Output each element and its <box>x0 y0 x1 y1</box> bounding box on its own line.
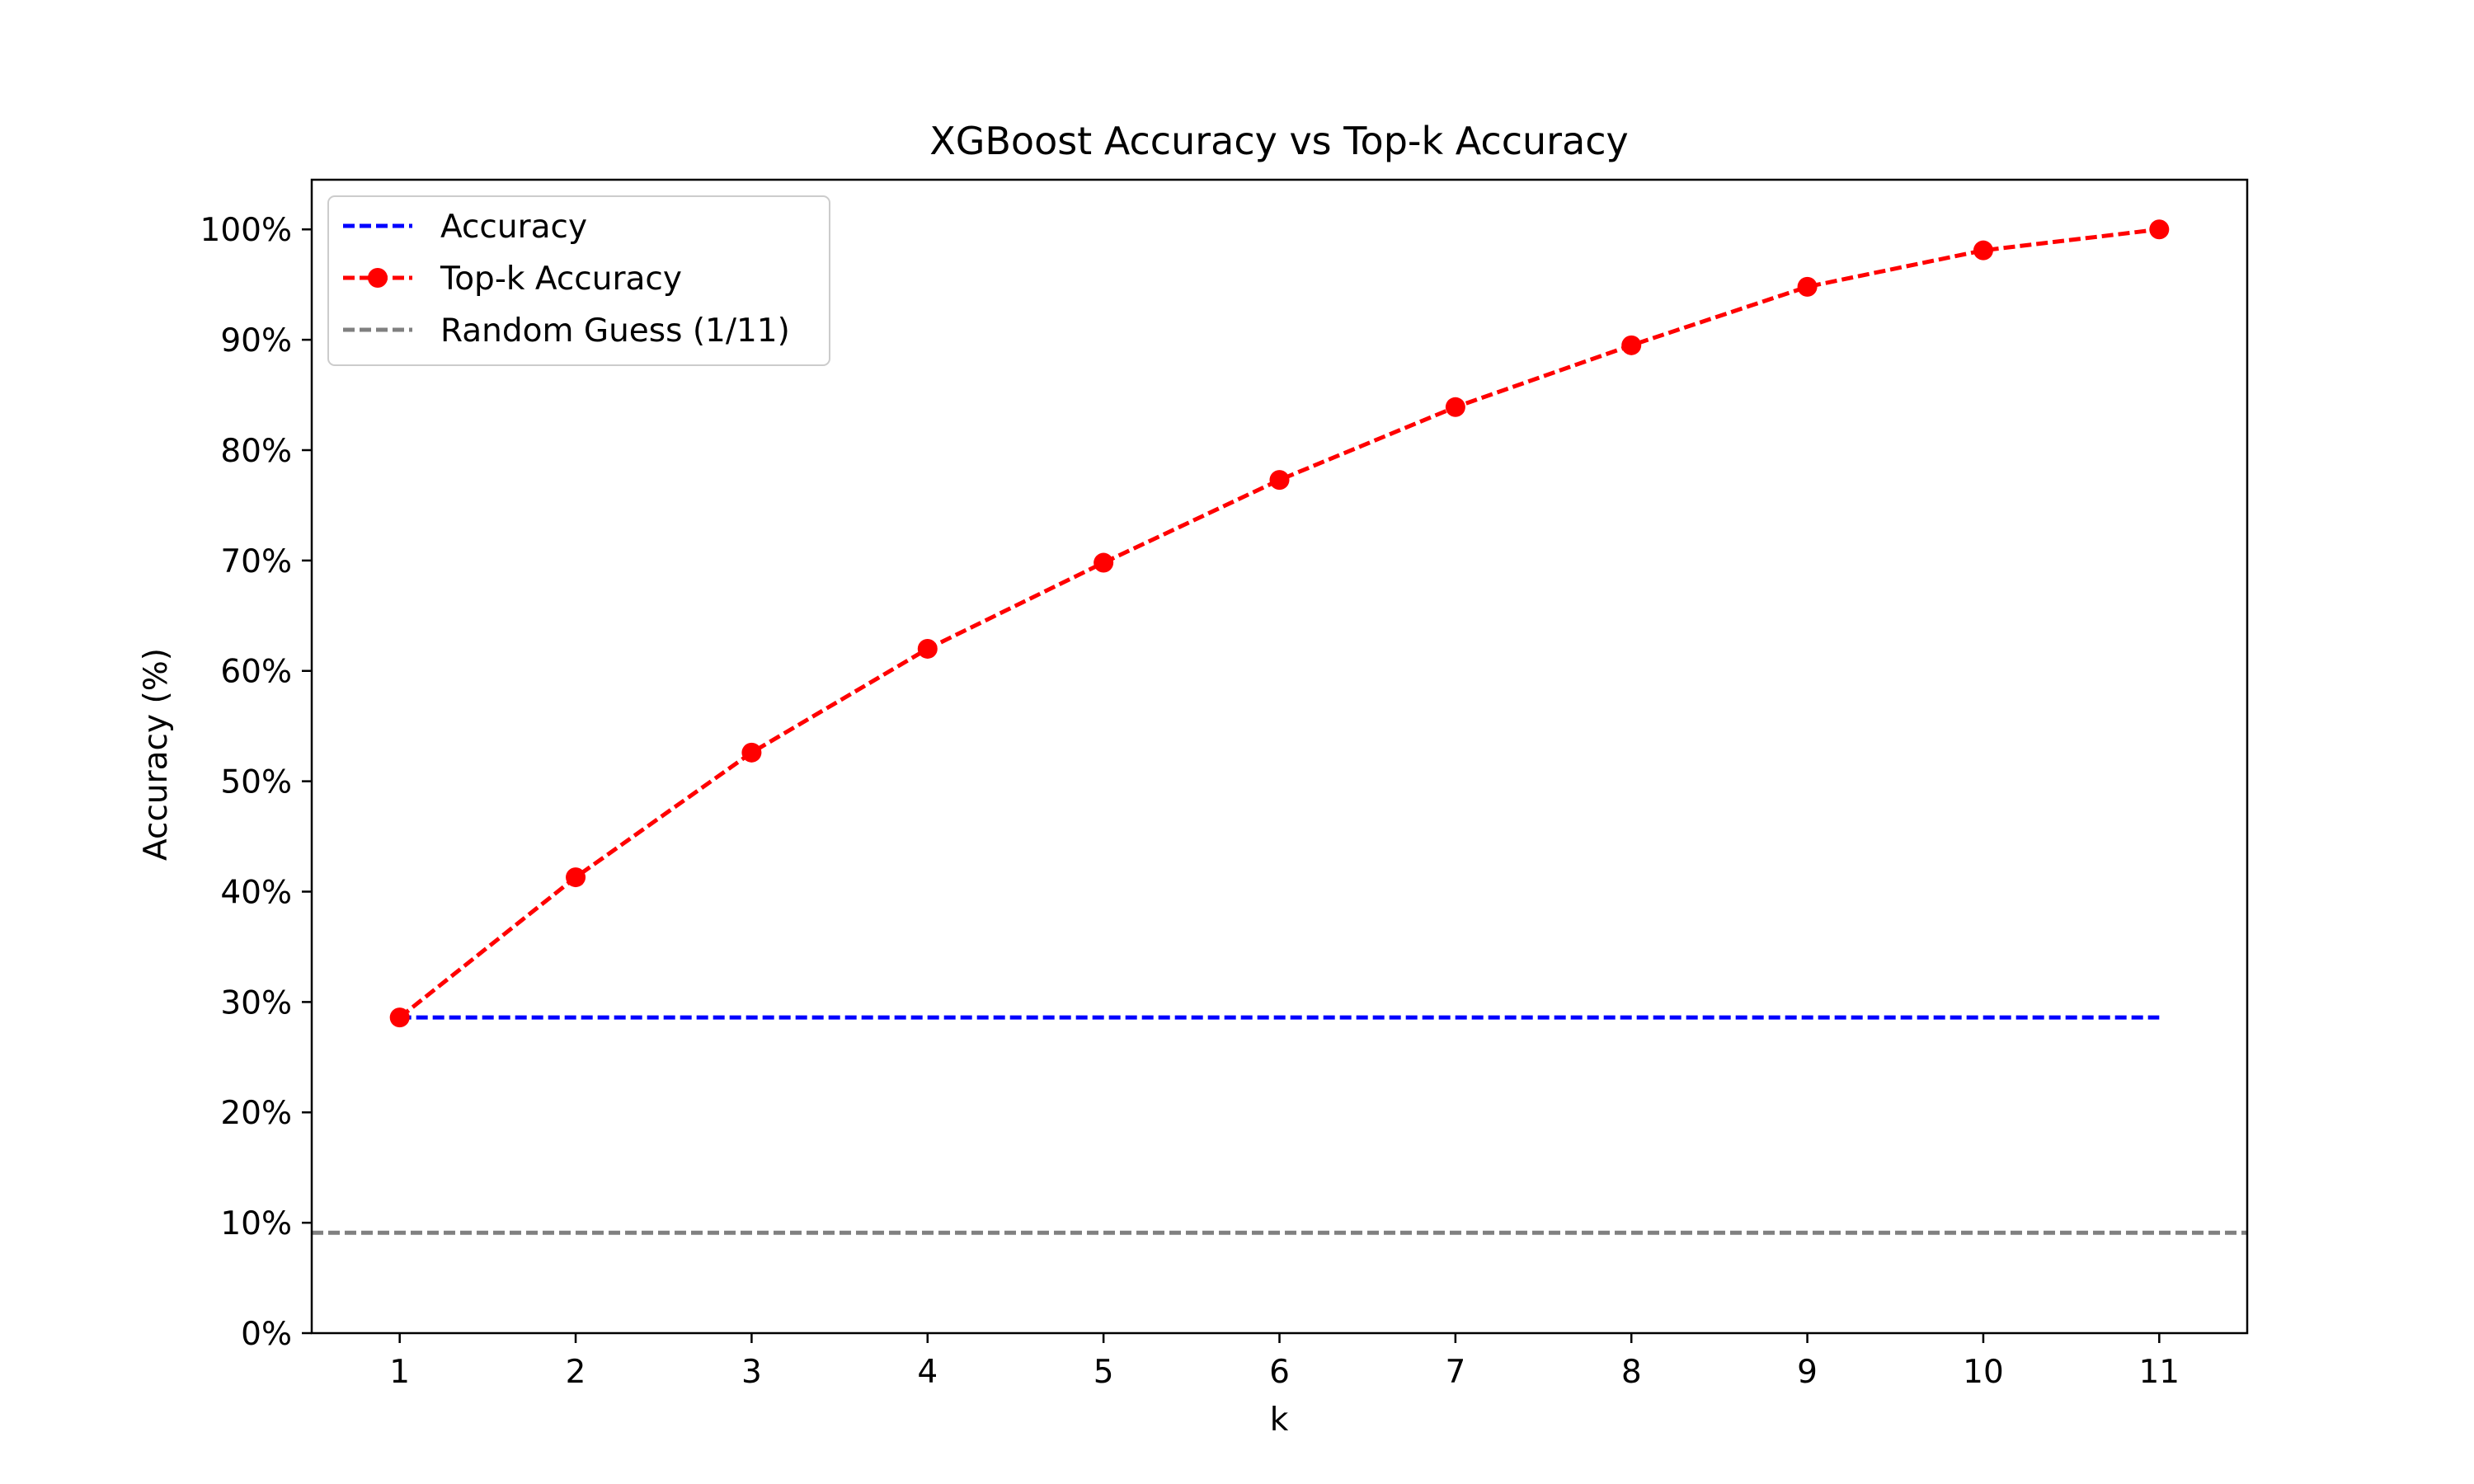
top-k-accuracy-point <box>2149 219 2170 240</box>
y-tick-label: 20% <box>220 1095 292 1132</box>
y-tick-label: 100% <box>200 212 293 249</box>
x-tick-label: 6 <box>1269 1354 1290 1391</box>
y-tick-label: 80% <box>220 433 292 470</box>
x-tick-label: 1 <box>389 1354 410 1391</box>
top-k-accuracy-line <box>398 227 2160 1020</box>
y-tick-label: 70% <box>220 543 292 580</box>
legend-marker <box>368 268 388 288</box>
x-axis-title: k <box>1270 1402 1289 1439</box>
y-tick-label: 40% <box>220 874 292 911</box>
x-tick-label: 9 <box>1797 1354 1818 1391</box>
x-tick-label: 7 <box>1445 1354 1465 1391</box>
x-tick-label: 2 <box>566 1354 586 1391</box>
top-k-accuracy-point <box>1094 552 1114 573</box>
top-k-accuracy-point <box>741 742 762 763</box>
ticks-layer: 1 2 3 4 5 6 7 8 9 10 11 0% 10% 20% 30% 40% 50% 60% 70% 80% 9… <box>200 212 2180 1391</box>
x-tick-label: 10 <box>1963 1354 2004 1391</box>
legend-label: Top-k Accuracy <box>440 261 682 298</box>
x-tick-label: 8 <box>1621 1354 1642 1391</box>
x-tick-label: 11 <box>2138 1354 2180 1391</box>
top-k-accuracy-point <box>1445 397 1465 417</box>
x-tick-label: 4 <box>917 1354 938 1391</box>
y-tick-label: 90% <box>220 322 292 359</box>
y-tick-label: 0% <box>241 1316 292 1353</box>
top-k-accuracy-point <box>1973 240 1993 261</box>
legend-label: Random Guess (1/11) <box>440 312 790 350</box>
x-tick-label: 5 <box>1094 1354 1114 1391</box>
chart-title: XGBoost Accuracy vs Top-k Accuracy <box>929 119 1629 163</box>
series-layer <box>312 219 2247 1235</box>
top-k-accuracy-point <box>1797 276 1818 297</box>
y-tick-label: 30% <box>220 984 292 1021</box>
legend: Accuracy Top-k Accuracy Random Guess (1/11… <box>327 195 830 366</box>
top-k-accuracy-point <box>917 638 938 659</box>
top-k-accuracy-point <box>389 1007 410 1028</box>
top-k-accuracy-point <box>1269 470 1290 491</box>
y-tick-label: 10% <box>220 1205 292 1242</box>
top-k-accuracy-point <box>1621 335 1642 355</box>
top-k-accuracy-point <box>566 867 586 888</box>
y-axis-title: Accuracy (%) <box>138 648 175 861</box>
y-tick-label: 50% <box>220 764 292 801</box>
legend-box <box>327 195 830 366</box>
legend-label: Accuracy <box>440 209 587 246</box>
y-tick-label: 60% <box>220 654 292 691</box>
x-tick-label: 3 <box>741 1354 762 1391</box>
